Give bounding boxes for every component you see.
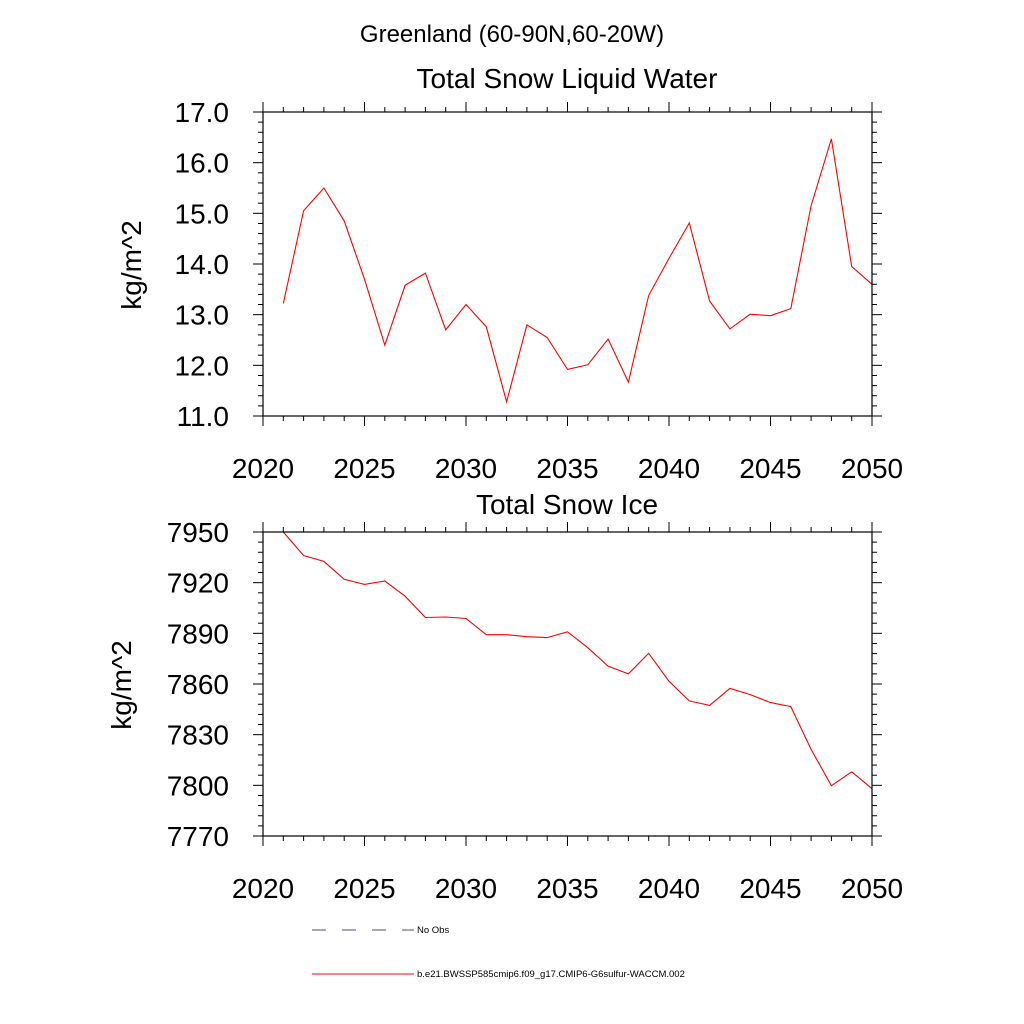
y-tick-label: 15.0 — [175, 198, 230, 229]
x-tick-label: 2035 — [536, 453, 598, 484]
y-tick-label: 7830 — [167, 720, 229, 751]
tick-labels-snow-ice: 2020 2025 2030 2035 2040 2045 2050 7770 7800 7830… — [167, 517, 903, 904]
legend-label-model-run: b.e21.BWSSP585cmip6.f09_g17.CMIP6-G6sulf… — [417, 969, 685, 980]
y-tick-label: 7860 — [167, 669, 229, 700]
y-axis-label-snow-ice: kg/m^2 — [106, 640, 137, 729]
y-tick-label: 7800 — [167, 770, 229, 801]
ticks-snow-ice — [253, 522, 882, 846]
panel-title-snow-ice: Total Snow Ice — [476, 489, 658, 520]
x-tick-label: 2025 — [333, 453, 395, 484]
x-tick-label: 2045 — [739, 873, 801, 904]
y-tick-label: 7770 — [167, 821, 229, 852]
y-tick-label: 7920 — [167, 568, 229, 599]
x-tick-label: 2030 — [435, 453, 497, 484]
x-tick-label: 2020 — [232, 873, 294, 904]
y-tick-label: 17.0 — [175, 97, 230, 128]
ticks-snow-liquid-water — [253, 102, 882, 426]
y-tick-label: 11.0 — [177, 401, 229, 432]
series-line-snow-liquid-water — [282, 138, 873, 404]
x-tick-label: 2040 — [638, 453, 700, 484]
plot-frame-snow-liquid-water — [262, 111, 873, 417]
plot-frame-snow-ice — [262, 531, 873, 837]
figure-title: Greenland (60-90N,60-20W) — [360, 21, 664, 48]
y-tick-label: 12.0 — [175, 350, 230, 381]
panel-snow-liquid-water: Total Snow Liquid Water kg/m^2 2020 2025 2… — [116, 63, 903, 484]
y-tick-label: 13.0 — [175, 300, 230, 331]
panel-snow-ice: Total Snow Ice kg/m^2 2020 2025 2030 2035 20… — [106, 489, 903, 904]
x-tick-label: 2020 — [232, 453, 294, 484]
x-tick-label: 2040 — [638, 873, 700, 904]
y-axis-label-snow-liquid-water: kg/m^2 — [116, 220, 147, 309]
x-tick-label: 2045 — [739, 453, 801, 484]
x-tick-label: 2050 — [841, 873, 903, 904]
y-tick-label: 7890 — [167, 618, 229, 649]
y-tick-label: 7950 — [167, 517, 229, 548]
legend-label-no-obs: No Obs — [417, 925, 449, 936]
x-tick-label: 2050 — [841, 453, 903, 484]
x-tick-label: 2035 — [536, 873, 598, 904]
y-tick-label: 14.0 — [175, 249, 230, 280]
panel-title-snow-liquid-water: Total Snow Liquid Water — [417, 63, 718, 94]
x-tick-label: 2025 — [333, 873, 395, 904]
y-tick-label: 16.0 — [175, 148, 230, 179]
series-line-snow-ice — [282, 531, 873, 790]
tick-labels-snow-liquid-water: 2020 2025 2030 2035 2040 2045 2050 11.0 12.0 13.0… — [175, 97, 904, 484]
x-tick-label: 2030 — [435, 873, 497, 904]
legend: No Obs b.e21.BWSSP585cmip6.f09_g17.CMIP6… — [312, 925, 685, 980]
